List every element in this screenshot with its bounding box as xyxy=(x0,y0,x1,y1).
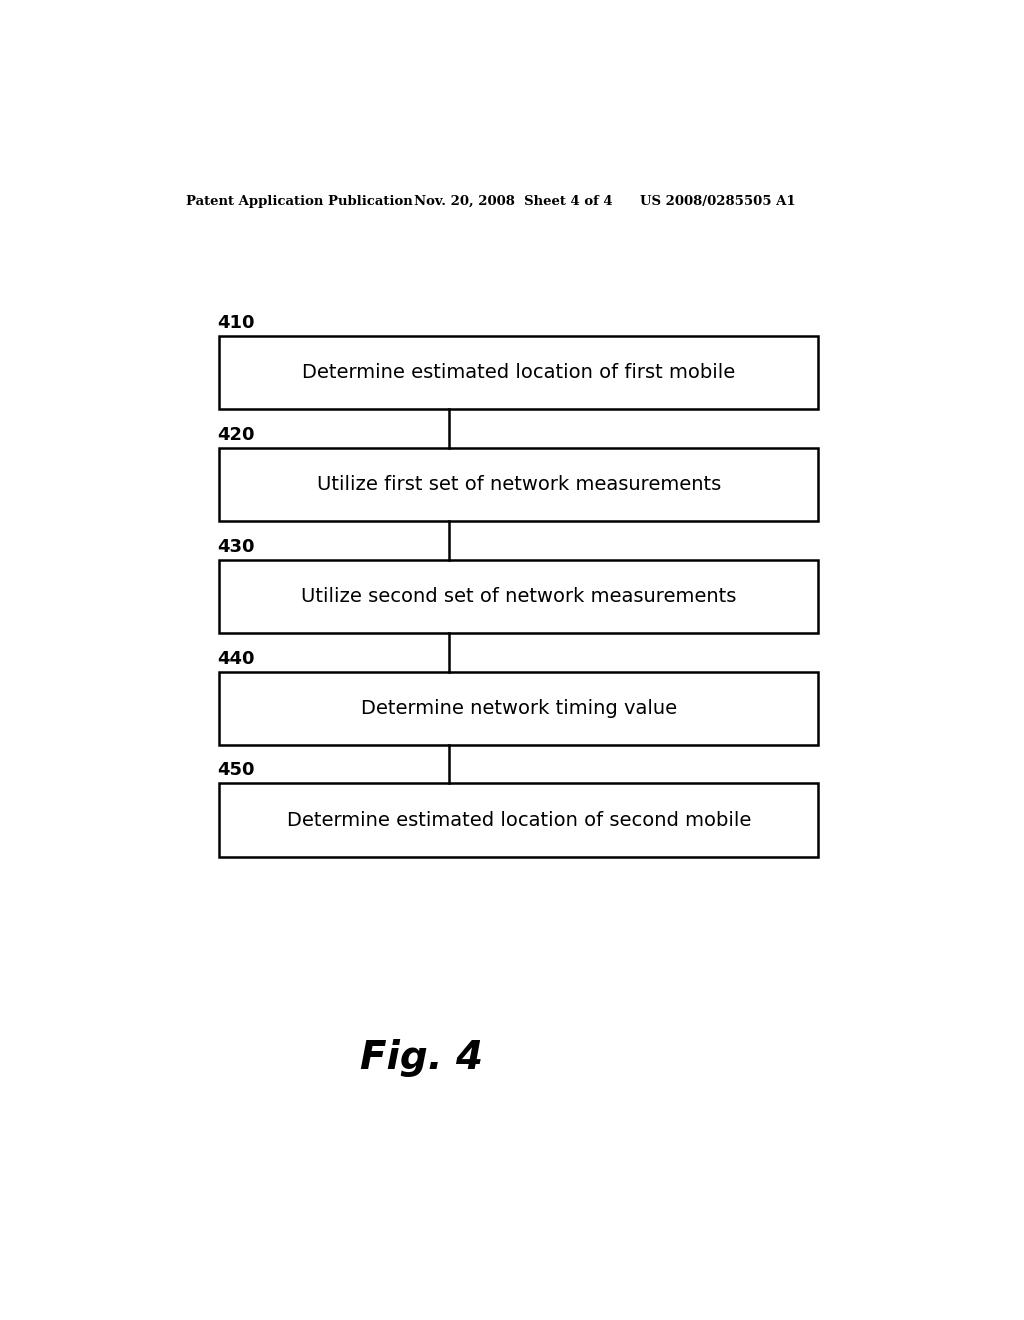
Bar xyxy=(219,672,818,744)
Text: 410: 410 xyxy=(218,314,255,333)
Text: 420: 420 xyxy=(218,426,255,444)
Text: Nov. 20, 2008  Sheet 4 of 4: Nov. 20, 2008 Sheet 4 of 4 xyxy=(414,194,612,207)
Bar xyxy=(219,784,818,857)
Text: Determine estimated location of first mobile: Determine estimated location of first mo… xyxy=(302,363,735,383)
Text: Utilize second set of network measurements: Utilize second set of network measuremen… xyxy=(301,587,736,606)
Bar xyxy=(219,337,818,409)
Text: Patent Application Publication: Patent Application Publication xyxy=(186,194,413,207)
Text: Fig. 4: Fig. 4 xyxy=(360,1039,483,1077)
Text: Determine estimated location of second mobile: Determine estimated location of second m… xyxy=(287,810,751,829)
Bar xyxy=(219,560,818,634)
Text: 430: 430 xyxy=(218,537,255,556)
Bar xyxy=(219,447,818,521)
Text: Utilize first set of network measurements: Utilize first set of network measurement… xyxy=(316,475,721,494)
Text: Determine network timing value: Determine network timing value xyxy=(360,698,677,718)
Text: 450: 450 xyxy=(218,762,255,779)
Text: 440: 440 xyxy=(218,649,255,668)
Text: US 2008/0285505 A1: US 2008/0285505 A1 xyxy=(640,194,796,207)
